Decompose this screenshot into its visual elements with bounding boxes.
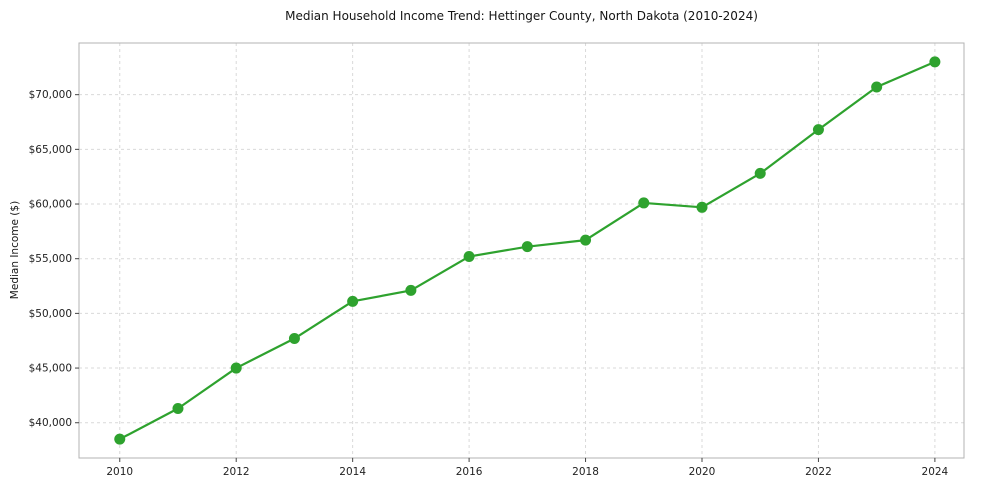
data-point-marker — [580, 234, 592, 246]
x-tick-label: 2024 — [922, 466, 949, 478]
data-point-marker — [172, 403, 184, 415]
data-point-marker — [871, 81, 883, 93]
y-tick-label: $55,000 — [29, 253, 72, 265]
x-tick-label: 2010 — [106, 466, 133, 478]
x-tick-label: 2014 — [339, 466, 366, 478]
data-point-marker — [405, 284, 417, 296]
chart-title: Median Household Income Trend: Hettinger… — [285, 9, 758, 23]
x-tick-label: 2020 — [689, 466, 716, 478]
data-point-marker — [347, 295, 359, 307]
data-point-marker — [463, 251, 475, 263]
data-point-marker — [754, 167, 766, 179]
y-tick-label: $50,000 — [29, 308, 72, 320]
data-point-marker — [638, 197, 650, 209]
data-point-marker — [288, 333, 300, 345]
x-tick-label: 2018 — [572, 466, 599, 478]
y-tick-label: $45,000 — [29, 363, 72, 375]
x-tick-label: 2016 — [456, 466, 483, 478]
y-tick-label: $60,000 — [29, 199, 72, 211]
x-tick-label: 2012 — [223, 466, 250, 478]
data-point-marker — [230, 362, 242, 374]
y-tick-label: $65,000 — [29, 144, 72, 156]
data-point-marker — [114, 433, 126, 445]
data-point-marker — [696, 201, 708, 213]
plot-border — [78, 42, 965, 459]
x-tick-label: 2022 — [805, 466, 832, 478]
y-tick-label: $70,000 — [29, 89, 72, 101]
data-point-marker — [812, 124, 824, 136]
data-point-marker — [521, 241, 533, 253]
y-tick-label: $40,000 — [29, 417, 72, 429]
data-point-marker — [929, 56, 941, 68]
